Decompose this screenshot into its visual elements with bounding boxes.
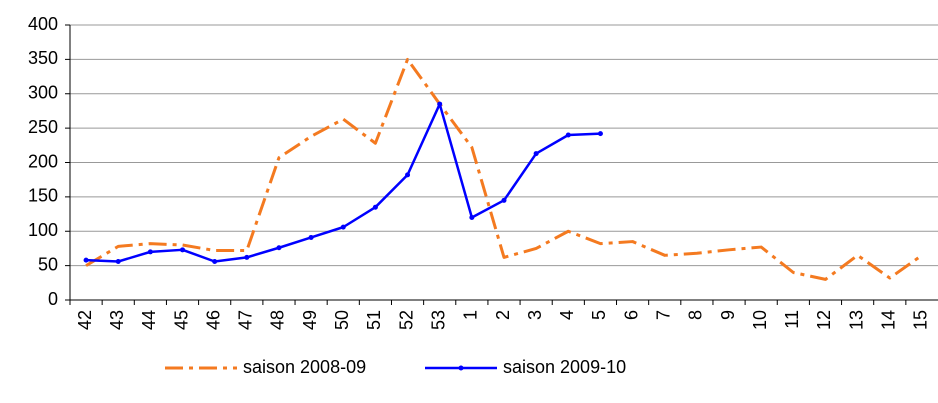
legend-marker bbox=[458, 365, 464, 371]
x-tick-label: 13 bbox=[846, 310, 866, 330]
point bbox=[244, 254, 250, 260]
point bbox=[469, 215, 475, 220]
point bbox=[533, 151, 539, 157]
point bbox=[597, 131, 603, 137]
y-tick-label: 350 bbox=[28, 48, 58, 68]
x-tick-label: 42 bbox=[75, 310, 95, 330]
x-tick-label: 52 bbox=[396, 310, 416, 330]
x-tick-label: 8 bbox=[686, 310, 706, 320]
y-tick-label: 50 bbox=[38, 254, 58, 274]
point bbox=[565, 132, 571, 138]
series-line bbox=[85, 57, 923, 281]
y-tick-label: 150 bbox=[28, 186, 58, 206]
y-tick-label: 100 bbox=[28, 220, 58, 240]
point bbox=[340, 224, 346, 230]
x-tick-label: 5 bbox=[589, 310, 609, 320]
x-tick-label: 1 bbox=[461, 310, 481, 320]
y-tick-label: 300 bbox=[28, 83, 58, 103]
point bbox=[147, 249, 153, 255]
y-tick-label: 0 bbox=[48, 289, 58, 309]
point bbox=[115, 259, 121, 264]
point bbox=[372, 204, 378, 210]
x-tick-label: 45 bbox=[171, 310, 191, 330]
x-tick-label: 51 bbox=[364, 310, 384, 330]
y-tick-label: 250 bbox=[28, 117, 58, 137]
x-tick-label: 2 bbox=[493, 310, 513, 320]
x-tick-label: 12 bbox=[814, 310, 834, 330]
legend-label: saison 2009-10 bbox=[503, 357, 626, 377]
x-tick-label: 46 bbox=[203, 310, 223, 330]
x-tick-label: 43 bbox=[107, 310, 127, 330]
x-tick-label: 6 bbox=[621, 310, 641, 320]
x-tick-label: 49 bbox=[300, 310, 320, 330]
x-tick-label: 7 bbox=[653, 310, 673, 320]
point bbox=[308, 234, 314, 240]
x-tick-label: 4 bbox=[557, 310, 577, 320]
y-tick-label: 200 bbox=[28, 151, 58, 171]
x-tick-label: 3 bbox=[525, 310, 545, 320]
x-tick-label: 50 bbox=[332, 310, 352, 330]
point bbox=[437, 101, 443, 107]
x-tick-label: 10 bbox=[750, 310, 770, 330]
x-tick-label: 53 bbox=[428, 310, 448, 330]
legend-label: saison 2008-09 bbox=[243, 357, 366, 377]
x-tick-label: 48 bbox=[268, 310, 288, 330]
x-tick-label: 47 bbox=[236, 310, 256, 330]
point bbox=[501, 197, 507, 203]
point bbox=[212, 259, 218, 264]
x-tick-label: 14 bbox=[879, 310, 899, 330]
x-tick-label: 11 bbox=[782, 310, 802, 329]
x-tick-label: 44 bbox=[139, 310, 159, 330]
point bbox=[276, 245, 282, 251]
x-tick-label: 15 bbox=[911, 310, 931, 330]
point bbox=[180, 247, 186, 253]
y-tick-label: 400 bbox=[28, 14, 58, 34]
x-tick-label: 9 bbox=[718, 310, 738, 320]
point bbox=[405, 172, 411, 178]
point bbox=[83, 257, 89, 263]
